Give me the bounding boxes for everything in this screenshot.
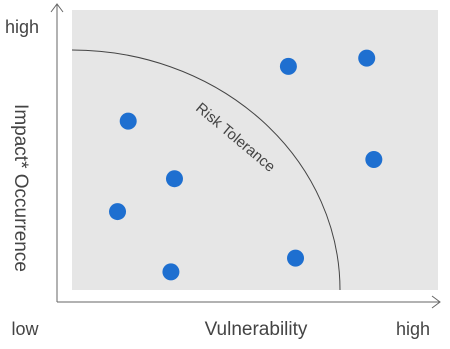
point	[165, 170, 183, 188]
axes	[50, 3, 441, 309]
point	[358, 49, 376, 67]
x-axis-title: Vulnerability	[205, 319, 308, 340]
point	[279, 57, 297, 75]
x-tick-label: low	[11, 319, 39, 339]
point	[365, 151, 383, 169]
y-axis-title: Impact* Occurrence	[10, 104, 31, 272]
point	[109, 203, 127, 221]
point	[119, 112, 137, 130]
point	[162, 263, 180, 281]
x-tick-label: high	[396, 319, 430, 339]
risk-curve	[71, 49, 341, 291]
y-tick-label: high	[5, 17, 39, 37]
point	[287, 249, 305, 267]
